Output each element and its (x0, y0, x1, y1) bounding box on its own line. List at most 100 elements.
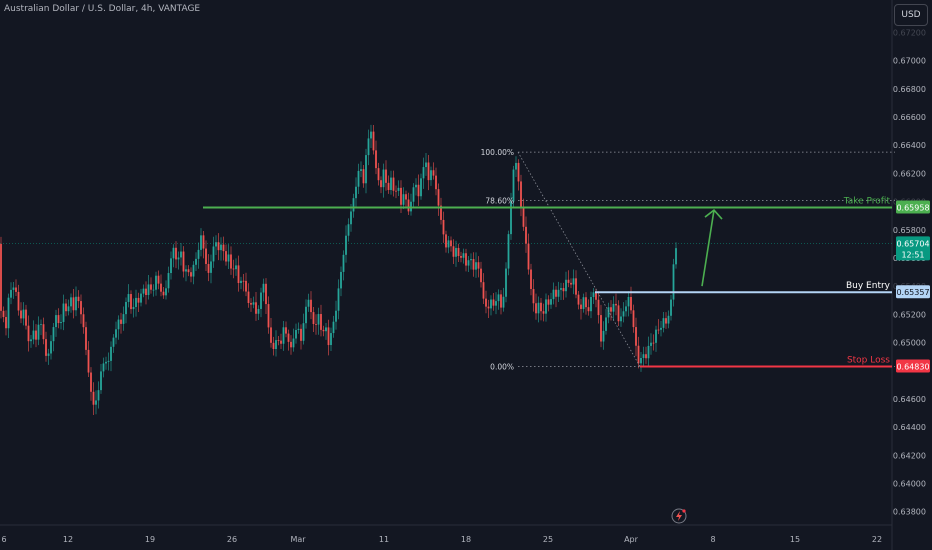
candle-body (452, 246, 455, 257)
lightning-icon-bolt (676, 511, 682, 521)
candle-body (182, 251, 185, 272)
candle-body (27, 325, 30, 342)
candle-body (652, 342, 655, 344)
trade-line-label: Stop Loss (847, 356, 890, 366)
candle-body (400, 187, 402, 205)
candle-body (97, 390, 100, 401)
candle-body (542, 311, 545, 314)
candle-body (57, 315, 60, 324)
candle-body (287, 333, 290, 342)
candle-body (157, 275, 160, 284)
candle-body (247, 291, 250, 304)
candle-body (42, 324, 45, 340)
candle-body (497, 294, 500, 302)
candle-body (232, 268, 235, 270)
y-tick-label: 0.66200 (893, 169, 926, 178)
candle-body (375, 150, 377, 169)
candle-body (607, 307, 610, 318)
candle-body (527, 243, 530, 270)
y-tick-label: 0.65000 (893, 339, 926, 348)
candle-body (160, 283, 162, 292)
candle-body (277, 340, 280, 341)
candle-body (355, 186, 357, 199)
candle-body (557, 289, 560, 297)
candle-body (585, 297, 587, 308)
candle-body (270, 327, 272, 343)
candle-body (52, 327, 55, 342)
candle-body (215, 242, 217, 247)
candle-body (487, 306, 490, 309)
candle-body (377, 168, 380, 181)
candle-body (112, 337, 115, 347)
candle-body (612, 303, 615, 312)
fib-level-label: 100.00% (481, 148, 514, 157)
candle-body (45, 339, 47, 356)
candle-body (390, 177, 392, 190)
currency-button[interactable]: USD (894, 4, 928, 26)
candle-body (380, 180, 382, 188)
x-tick-label: 19 (145, 535, 155, 544)
candle-body (477, 262, 480, 269)
candle-body (505, 268, 507, 297)
candle-body (227, 254, 230, 262)
lightning-icon[interactable] (671, 508, 687, 524)
candle-body (555, 289, 557, 297)
candle-body (345, 235, 347, 255)
price-tag-box (896, 236, 930, 261)
candle-body (185, 269, 187, 272)
x-tick-label: 18 (461, 535, 471, 544)
x-tick-label: 26 (227, 535, 237, 544)
candle-body (135, 297, 137, 307)
candle-body (632, 310, 635, 328)
candle-body (175, 247, 177, 260)
candle-body (347, 224, 350, 236)
candle-body (560, 288, 562, 290)
candle-body (250, 303, 252, 305)
candle-body (655, 329, 657, 343)
candle-body (220, 244, 222, 251)
candle-body (405, 194, 407, 200)
candle-body (482, 282, 485, 299)
candle-body (190, 272, 192, 277)
price-tag-label: 0.65357 (896, 288, 929, 297)
candle-body (617, 305, 620, 322)
candle-body (620, 316, 622, 322)
candle-body (265, 283, 267, 305)
fib-trend-line (517, 151, 641, 367)
candle-body (90, 372, 92, 392)
lightning-icon-dot (682, 509, 686, 513)
candle-body (462, 253, 465, 258)
candle-body (670, 299, 672, 316)
candle-body (147, 284, 150, 295)
lightning-icon-ring (671, 508, 687, 524)
y-tick-label: 0.66600 (893, 113, 926, 122)
candle-body (412, 187, 415, 202)
fib-level-label: 78.60% (485, 196, 514, 205)
candle-body (570, 282, 572, 285)
candle-body (70, 297, 72, 307)
y-tick-label: 0.67200 (893, 28, 926, 37)
candle-body (242, 280, 245, 282)
candle-body (262, 283, 265, 293)
candle-body (605, 317, 607, 331)
candle-body (602, 330, 605, 342)
x-tick-label: 15 (790, 535, 800, 544)
price-tag: 0.65704 12:51 (896, 236, 930, 261)
price-tag: 0.65958 (896, 200, 930, 214)
trade-line-label: Take Profit (843, 197, 891, 207)
candle-body (7, 297, 10, 329)
candle-body (272, 342, 275, 350)
candle-body (625, 306, 627, 312)
candle-body (165, 288, 167, 296)
candle-body (332, 321, 335, 334)
candle-body (245, 280, 247, 292)
candle-body (137, 297, 140, 303)
candle-body (510, 201, 512, 235)
candle-body (77, 296, 80, 302)
candle-body (145, 288, 147, 295)
candle-body (502, 296, 505, 308)
candle-body (630, 296, 632, 311)
candle-body (310, 299, 312, 313)
